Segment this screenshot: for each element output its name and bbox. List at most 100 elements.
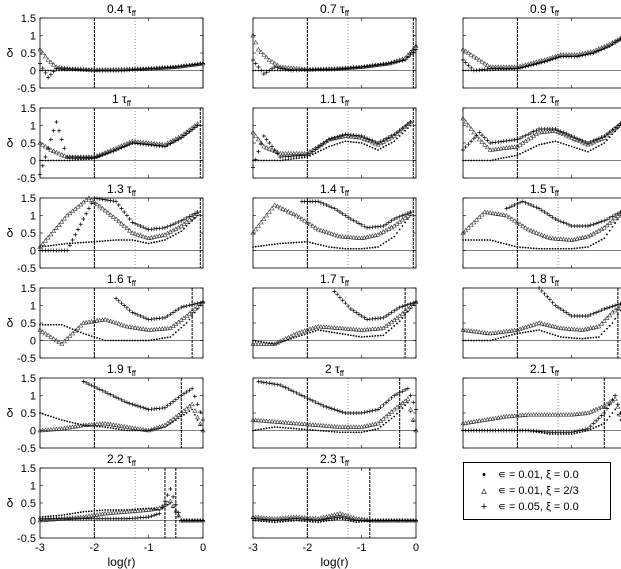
dot-point: [77, 423, 79, 425]
dot-point: [177, 329, 180, 331]
dot-point: [608, 415, 611, 418]
dot-point: [155, 67, 158, 70]
triangle-point: [45, 57, 51, 62]
triangle-point: [479, 329, 485, 335]
triangle-point: [40, 329, 46, 334]
plus-point: [267, 381, 272, 386]
panel-title: 1.4 τff: [320, 182, 350, 198]
dot-point: [284, 242, 287, 245]
dot-point: [406, 519, 409, 522]
triangle-point: [269, 59, 275, 64]
triangle-point: [544, 234, 550, 239]
dot-point: [196, 419, 199, 421]
dot-point: [513, 245, 516, 248]
dot-point: [265, 69, 268, 72]
dot-point: [330, 430, 333, 433]
triangle-point: [75, 423, 81, 428]
plus-point: [275, 151, 280, 156]
y-tick-label: 0.5: [21, 138, 36, 150]
triangle-point: [547, 128, 553, 134]
triangle-point: [487, 330, 493, 336]
dot-point: [128, 429, 131, 432]
plus-point: [176, 307, 181, 311]
triangle-point: [484, 144, 490, 150]
triangle-point: [108, 421, 114, 427]
dot-point: [199, 62, 202, 65]
triangle-point: [552, 324, 558, 329]
triangle-point: [577, 327, 583, 332]
plus-point: [184, 215, 189, 220]
dot-point: [491, 338, 494, 341]
dot-point: [139, 142, 142, 145]
plus-point: [190, 212, 195, 217]
triangle-point: [539, 232, 545, 237]
y-tick-label: 1.5: [21, 103, 36, 115]
plus-point: [89, 201, 94, 206]
plus-point: [116, 203, 121, 207]
dot-point: [557, 141, 559, 144]
dot-point: [188, 222, 191, 225]
dot-point: [68, 69, 71, 72]
dot-point: [115, 339, 117, 342]
triangle-point: [159, 232, 165, 238]
triangle-point: [490, 147, 496, 152]
plus-point: [370, 138, 375, 143]
triangle-point: [129, 508, 135, 514]
triangle-point: [463, 227, 469, 233]
plus-point: [201, 418, 205, 422]
plus-point: [135, 404, 140, 408]
triangle-point: [484, 330, 490, 335]
dot-point: [60, 159, 63, 162]
dot-point: [71, 421, 74, 424]
triangle-point: [577, 411, 583, 416]
dot-point: [98, 69, 101, 72]
triangle-point: [340, 424, 346, 429]
dot-point: [128, 143, 131, 146]
triangle-point: [397, 402, 403, 408]
dot-point: [398, 135, 401, 137]
triangle-point: [541, 233, 548, 238]
dot-point: [292, 336, 295, 339]
dot-point: [126, 339, 128, 342]
dot-point: [390, 417, 393, 420]
dot-point: [147, 242, 150, 245]
dot-point: [153, 144, 156, 147]
dot-point: [77, 511, 79, 514]
plus-point: [599, 413, 604, 418]
plus-point: [411, 300, 416, 305]
dot-point: [98, 155, 101, 158]
dot-point: [93, 240, 96, 243]
dot-point: [262, 159, 265, 162]
plus-point: [256, 379, 261, 384]
triangle-point: [64, 336, 70, 341]
dot-point: [478, 429, 481, 432]
plus-point: [613, 212, 618, 217]
plus-point: [403, 387, 408, 392]
plus-point: [168, 487, 173, 491]
dot-point: [592, 427, 595, 430]
plus-point: [143, 406, 148, 411]
dot-point: [524, 331, 527, 334]
triangle-point: [558, 325, 564, 331]
triangle-point: [116, 509, 122, 515]
dot-point: [112, 69, 115, 72]
triangle-point: [329, 231, 335, 236]
triangle-point: [460, 420, 466, 426]
triangle-point: [604, 222, 610, 228]
dot-point: [543, 60, 546, 63]
dot-point: [363, 143, 366, 146]
dot-point: [554, 57, 557, 60]
plus-point: [359, 134, 364, 138]
dot-point: [82, 332, 85, 335]
dot-point: [279, 341, 282, 344]
dot-point: [317, 521, 320, 524]
triangle-point: [397, 313, 403, 318]
dot-point: [406, 401, 409, 404]
dot-point: [41, 69, 44, 72]
dot-point: [126, 509, 128, 511]
dot-point: [360, 142, 363, 144]
plus-point: [518, 136, 523, 141]
dot-point: [368, 145, 371, 148]
dot-point: [511, 68, 513, 70]
dot-point: [390, 62, 393, 64]
